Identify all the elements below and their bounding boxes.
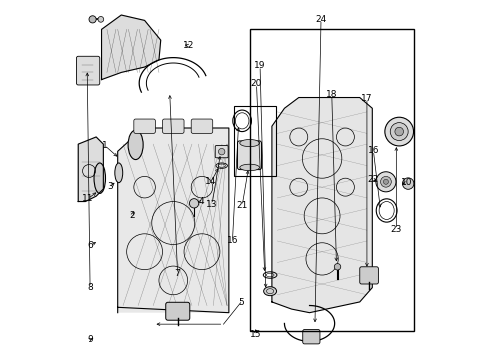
Text: 9: 9	[87, 335, 93, 344]
FancyBboxPatch shape	[191, 119, 213, 134]
Text: 1: 1	[101, 141, 107, 150]
Bar	[234, 107, 276, 176]
FancyBboxPatch shape	[76, 56, 100, 85]
Text: 21: 21	[237, 201, 248, 210]
Polygon shape	[272, 98, 372, 313]
Text: 6: 6	[87, 241, 93, 250]
Circle shape	[402, 178, 414, 189]
FancyBboxPatch shape	[166, 302, 190, 320]
Text: 2: 2	[129, 211, 135, 220]
Ellipse shape	[115, 163, 122, 183]
Text: 12: 12	[183, 41, 194, 50]
FancyBboxPatch shape	[215, 145, 228, 158]
Text: 16: 16	[368, 146, 379, 155]
FancyBboxPatch shape	[303, 329, 320, 344]
Circle shape	[390, 123, 408, 140]
Polygon shape	[101, 15, 161, 80]
Circle shape	[190, 199, 199, 208]
Text: 8: 8	[87, 283, 93, 292]
Ellipse shape	[94, 163, 105, 193]
FancyBboxPatch shape	[163, 119, 184, 134]
Circle shape	[385, 117, 414, 146]
Text: 7: 7	[175, 269, 180, 278]
Ellipse shape	[264, 287, 276, 296]
Text: 24: 24	[316, 15, 327, 24]
Text: 11: 11	[82, 194, 94, 203]
Circle shape	[89, 16, 96, 23]
Polygon shape	[118, 128, 229, 313]
Ellipse shape	[128, 130, 143, 159]
Ellipse shape	[240, 139, 260, 147]
Text: 19: 19	[254, 62, 266, 71]
Text: 13: 13	[206, 200, 218, 209]
Circle shape	[381, 176, 392, 187]
Text: 4: 4	[198, 197, 204, 206]
Circle shape	[395, 127, 403, 136]
Text: 14: 14	[205, 177, 217, 186]
Ellipse shape	[240, 164, 260, 171]
Text: 16: 16	[227, 237, 238, 246]
Bar	[250, 30, 414, 330]
Text: 20: 20	[251, 80, 262, 89]
Circle shape	[219, 148, 225, 155]
Text: 17: 17	[361, 94, 373, 103]
FancyBboxPatch shape	[360, 267, 378, 284]
Text: 18: 18	[326, 90, 338, 99]
Text: 23: 23	[391, 225, 402, 234]
Text: 3: 3	[108, 182, 113, 191]
FancyBboxPatch shape	[238, 141, 262, 170]
Text: 15: 15	[250, 330, 262, 339]
Circle shape	[98, 17, 104, 22]
Polygon shape	[78, 137, 103, 202]
Text: 10: 10	[401, 178, 412, 187]
Text: 5: 5	[238, 298, 244, 307]
Text: 22: 22	[367, 175, 378, 184]
FancyBboxPatch shape	[134, 119, 155, 134]
Circle shape	[334, 264, 341, 270]
Circle shape	[383, 179, 389, 184]
Circle shape	[376, 172, 396, 192]
